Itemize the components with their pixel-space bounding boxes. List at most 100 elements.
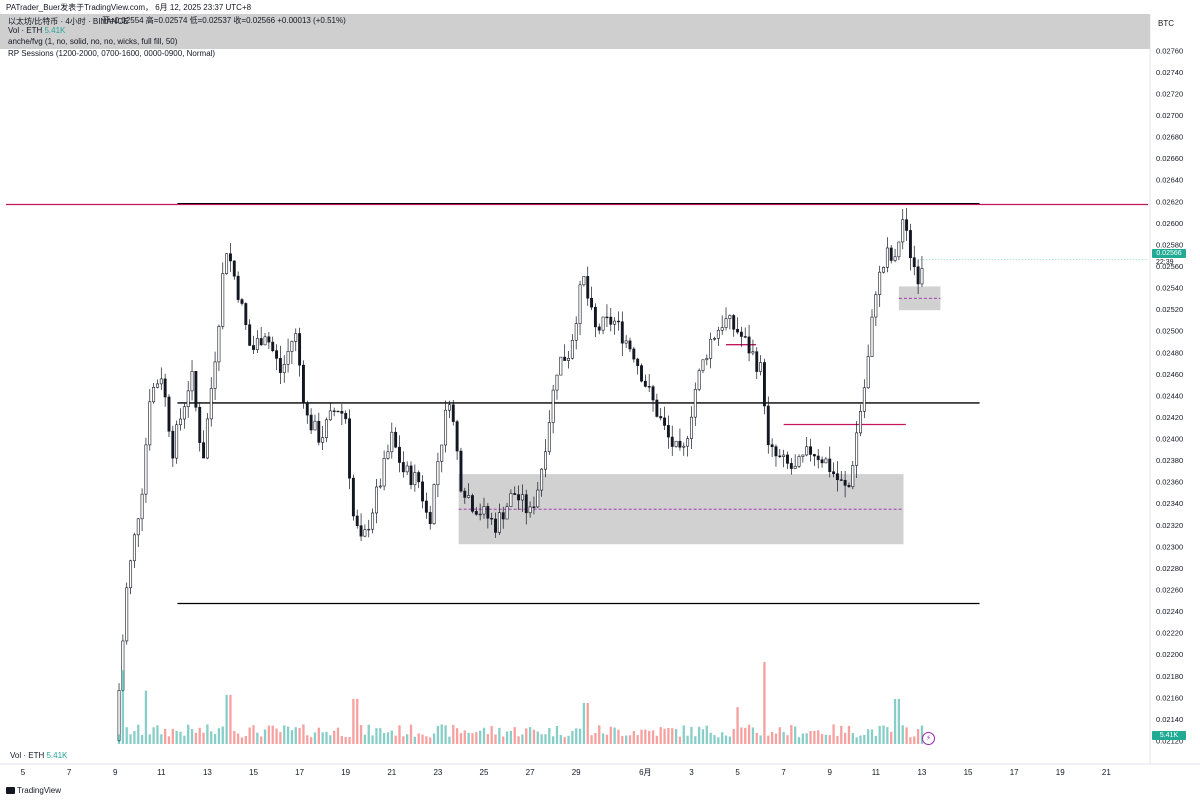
volume-bar[interactable]	[855, 737, 858, 744]
volume-bar[interactable]	[479, 730, 482, 744]
candle-body[interactable]	[666, 425, 670, 438]
volume-bar[interactable]	[840, 725, 843, 744]
volume-bar[interactable]	[148, 734, 151, 744]
candle-body[interactable]	[678, 440, 682, 448]
candle-body[interactable]	[271, 341, 275, 351]
volume-bar[interactable]	[897, 698, 901, 744]
volume-bar[interactable]	[694, 736, 697, 744]
candle-body[interactable]	[736, 328, 740, 333]
volume-bar[interactable]	[294, 727, 297, 744]
candle-body[interactable]	[125, 587, 129, 642]
candle-body[interactable]	[636, 358, 640, 366]
candle-body[interactable]	[463, 490, 467, 498]
candle-body[interactable]	[179, 418, 182, 426]
volume-bar[interactable]	[117, 734, 121, 744]
candle-body[interactable]	[885, 247, 889, 268]
candle-body[interactable]	[828, 458, 832, 473]
volume-bar[interactable]	[632, 731, 635, 744]
volume-bar[interactable]	[390, 730, 393, 744]
candle-body[interactable]	[651, 386, 655, 401]
candle-body[interactable]	[198, 406, 202, 443]
candle-body[interactable]	[547, 422, 551, 453]
candle-body[interactable]	[843, 479, 847, 486]
candle-body[interactable]	[532, 506, 536, 508]
volume-bar[interactable]	[194, 732, 198, 744]
candle-body[interactable]	[486, 506, 490, 519]
candle-body[interactable]	[501, 512, 505, 520]
candle-body[interactable]	[321, 437, 325, 443]
candle-body[interactable]	[540, 468, 544, 491]
candle-body[interactable]	[432, 484, 436, 525]
volume-bar[interactable]	[863, 734, 866, 744]
volume-bar[interactable]	[721, 732, 724, 744]
volume-bar[interactable]	[736, 707, 739, 744]
volume-bar[interactable]	[152, 727, 155, 744]
sessions-indicator-label[interactable]: RP Sessions (1200-2000, 0700-1600, 0000-…	[8, 49, 216, 58]
volume-bar[interactable]	[859, 735, 862, 744]
candle-body[interactable]	[351, 477, 355, 517]
volume-bar[interactable]	[306, 735, 309, 744]
volume-bar[interactable]	[313, 732, 317, 744]
volume-bar[interactable]	[536, 731, 539, 744]
candle-body[interactable]	[716, 329, 720, 339]
volume-bar[interactable]	[671, 728, 674, 744]
candle-body[interactable]	[171, 430, 175, 459]
candle-body[interactable]	[301, 364, 305, 403]
volume-bar[interactable]	[348, 737, 351, 744]
volume-bar[interactable]	[794, 726, 797, 744]
volume-bar[interactable]	[279, 731, 282, 744]
candle-body[interactable]	[421, 481, 424, 502]
candle-body[interactable]	[305, 402, 309, 416]
volume-bar[interactable]	[502, 736, 505, 744]
volume-bar[interactable]	[417, 733, 420, 744]
volume-bar[interactable]	[321, 732, 324, 744]
candle-body[interactable]	[244, 303, 248, 325]
candle-body[interactable]	[878, 271, 882, 295]
candle-body[interactable]	[259, 338, 263, 346]
volume-bar[interactable]	[598, 725, 601, 744]
volume-bar[interactable]	[916, 729, 920, 744]
candle-body[interactable]	[755, 351, 759, 372]
volume-bar[interactable]	[813, 730, 816, 744]
candle-body[interactable]	[655, 399, 659, 417]
volume-bar[interactable]	[413, 736, 417, 744]
volume-bar[interactable]	[867, 729, 870, 744]
volume-bar[interactable]	[674, 729, 678, 744]
candle-body[interactable]	[494, 518, 497, 533]
candle-body[interactable]	[801, 454, 805, 457]
candle-body[interactable]	[413, 472, 417, 486]
candle-body[interactable]	[835, 473, 839, 481]
candle-body[interactable]	[774, 446, 778, 457]
volume-bar[interactable]	[843, 732, 847, 744]
candle-body[interactable]	[563, 356, 567, 361]
volume-bar[interactable]	[260, 736, 263, 744]
volume-bar[interactable]	[198, 727, 201, 744]
candle-body[interactable]	[451, 404, 455, 422]
volume-bar[interactable]	[651, 730, 655, 744]
candle-body[interactable]	[459, 450, 463, 492]
volume-bar[interactable]	[717, 737, 720, 744]
volume-bar[interactable]	[398, 725, 401, 744]
volume-bar[interactable]	[509, 730, 513, 744]
candle-body[interactable]	[436, 461, 440, 486]
candle-body[interactable]	[839, 479, 843, 481]
volume-bar[interactable]	[202, 732, 205, 744]
candle-body[interactable]	[847, 485, 851, 487]
candle-body[interactable]	[398, 446, 401, 463]
volume-bar[interactable]	[490, 726, 493, 744]
volume-bar[interactable]	[183, 735, 186, 744]
candle-body[interactable]	[390, 431, 394, 453]
volume-bar[interactable]	[402, 736, 405, 744]
candle-body[interactable]	[770, 444, 774, 448]
volume-bar[interactable]	[494, 734, 497, 744]
volume-bar[interactable]	[870, 729, 874, 744]
candle-body[interactable]	[513, 493, 517, 495]
volume-bar[interactable]	[179, 731, 182, 744]
volume-bar[interactable]	[701, 729, 705, 744]
volume-bar[interactable]	[167, 736, 171, 744]
volume-bar[interactable]	[832, 724, 835, 744]
vol-indicator-label[interactable]: Vol · ETH 5.41K	[8, 26, 65, 36]
candle-body[interactable]	[640, 365, 643, 382]
volume-bar[interactable]	[333, 730, 336, 744]
candle-body[interactable]	[471, 495, 474, 512]
